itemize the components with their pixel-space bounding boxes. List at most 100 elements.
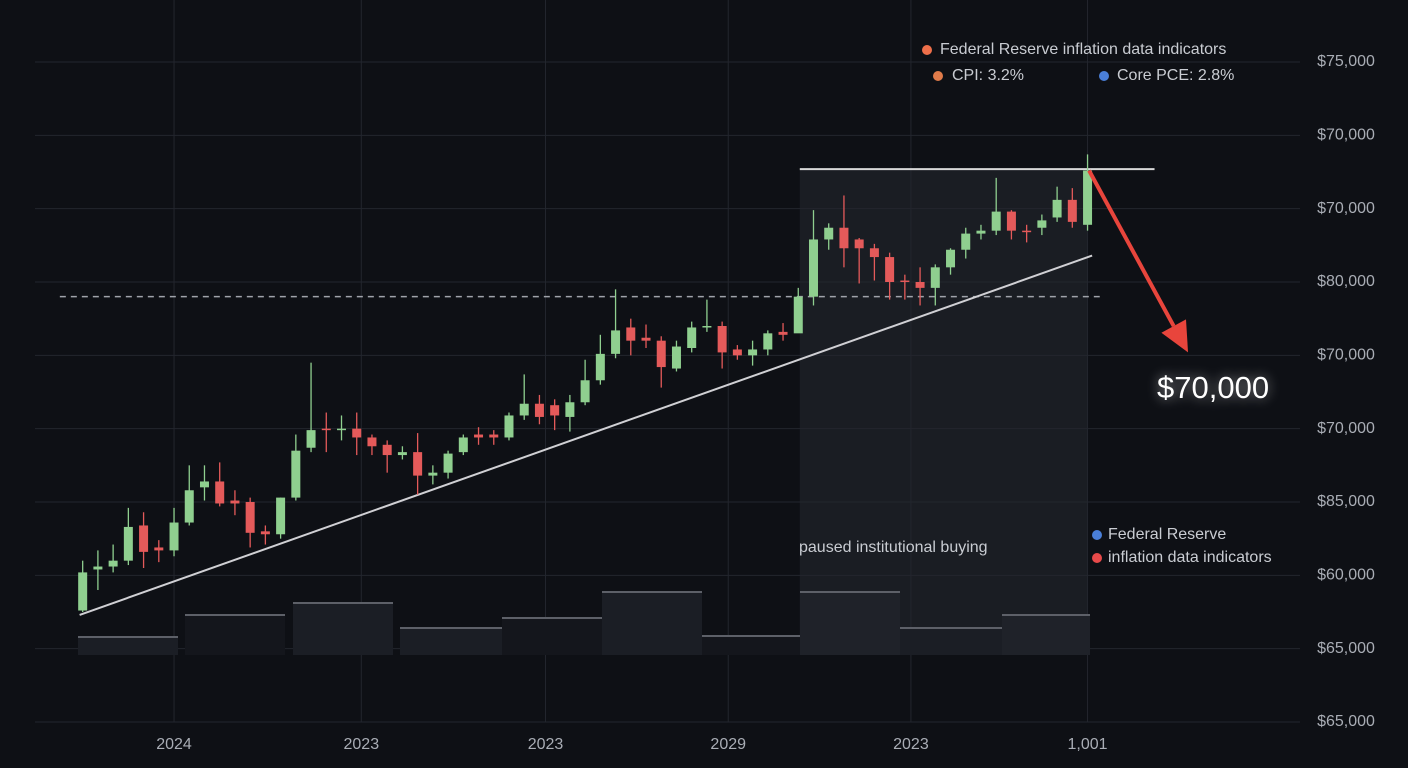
candle-body	[976, 230, 986, 234]
candle-body	[534, 403, 544, 417]
annotation: paused institutional buying	[799, 539, 988, 556]
candle-body	[519, 403, 529, 416]
volume-block	[800, 592, 900, 655]
volume-block	[1002, 615, 1090, 655]
candle-body	[184, 490, 194, 523]
candle-body	[1083, 170, 1093, 225]
candle-body	[123, 526, 133, 561]
candle-body	[626, 327, 636, 341]
candle-body	[611, 330, 621, 354]
candle-body	[139, 525, 149, 552]
volume-block	[900, 628, 1002, 655]
volume-block	[702, 636, 800, 655]
candle-body	[580, 380, 590, 403]
volume-area	[78, 591, 1090, 655]
legend-dot	[1092, 553, 1102, 563]
candle-body	[199, 481, 209, 488]
candle-body	[915, 282, 925, 288]
candle-body	[382, 444, 392, 456]
y-tick-label: $65,000	[1317, 640, 1375, 657]
volume-block	[400, 628, 502, 655]
candle-body	[78, 572, 88, 611]
candle-body	[900, 280, 910, 283]
volume-block	[293, 603, 393, 655]
candle-body	[991, 211, 1001, 231]
candle-body	[839, 227, 849, 249]
candle-body	[215, 481, 225, 504]
candle-body	[474, 434, 484, 438]
candle-body	[748, 349, 758, 356]
candle-body	[656, 340, 666, 368]
y-tick-label: $75,000	[1317, 53, 1375, 70]
candle-body	[717, 326, 727, 353]
candle-body	[595, 353, 605, 381]
candle-body	[946, 249, 956, 268]
x-tick-label: 2029	[710, 736, 746, 753]
legend-item: inflation data indicators	[1108, 549, 1272, 566]
candle-body	[93, 566, 103, 570]
candle-body	[641, 337, 651, 341]
candle-body	[778, 331, 788, 335]
candle-body	[321, 428, 331, 431]
candle-body	[504, 415, 514, 438]
legend-item: CPI: 3.2%	[952, 67, 1024, 84]
candle-body	[276, 497, 286, 535]
y-tick-label: $70,000	[1317, 420, 1375, 437]
candle-body	[793, 296, 803, 334]
arrow-head	[1161, 319, 1189, 353]
target-label: $70,000	[1157, 370, 1269, 405]
candle-body	[154, 547, 164, 551]
legend-dot	[922, 45, 932, 55]
y-tick-label: $70,000	[1317, 347, 1375, 364]
legend-dot	[1092, 530, 1102, 540]
y-tick-label: $85,000	[1317, 493, 1375, 510]
candle-body	[1037, 220, 1047, 228]
x-tick-label: 2023	[528, 736, 564, 753]
y-tick-label: $80,000	[1317, 273, 1375, 290]
candle-body	[245, 502, 255, 533]
consolidation-zone	[799, 169, 1088, 656]
candle-body	[230, 500, 240, 504]
candle-body	[443, 453, 453, 473]
candle-body	[550, 405, 560, 416]
x-tick-label: 2023	[893, 736, 929, 753]
arrow-shaft	[1087, 169, 1176, 328]
candle-body	[687, 327, 697, 348]
candle-body	[961, 233, 971, 250]
y-tick-label: $70,000	[1317, 200, 1375, 217]
candle-body	[671, 346, 681, 369]
candle-body	[108, 560, 118, 567]
candle-body	[413, 452, 423, 476]
candle-body	[854, 239, 864, 249]
x-tick-label: 1,001	[1068, 736, 1108, 753]
y-tick-label: $65,000	[1317, 713, 1375, 730]
candle-body	[1022, 230, 1032, 233]
legend-item: Core PCE: 2.8%	[1117, 67, 1234, 84]
trendline	[79, 254, 1093, 616]
legend-dot	[1099, 71, 1109, 81]
volume-block	[502, 618, 602, 655]
candle-body	[869, 248, 879, 258]
volume-block	[602, 592, 702, 655]
candle-body	[306, 430, 316, 448]
candle-body	[732, 349, 742, 356]
candle-body	[930, 267, 940, 288]
y-tick-label: $60,000	[1317, 567, 1375, 584]
candle-body	[702, 326, 712, 328]
candle-body	[367, 437, 377, 447]
volume-block	[78, 637, 178, 655]
legend-title: Federal Reserve inflation data indicator…	[940, 41, 1226, 58]
candle-body	[808, 239, 818, 297]
x-tick-label: 2023	[344, 736, 380, 753]
candle-body	[824, 227, 834, 240]
legend-item: Federal Reserve	[1108, 526, 1226, 543]
candle-body	[1052, 199, 1062, 218]
volume-block	[185, 615, 285, 655]
candle-body	[397, 452, 407, 456]
candle-body	[428, 472, 438, 476]
candle-body	[1067, 199, 1077, 222]
x-tick-label: 2024	[156, 736, 192, 753]
candle-body	[458, 437, 468, 453]
